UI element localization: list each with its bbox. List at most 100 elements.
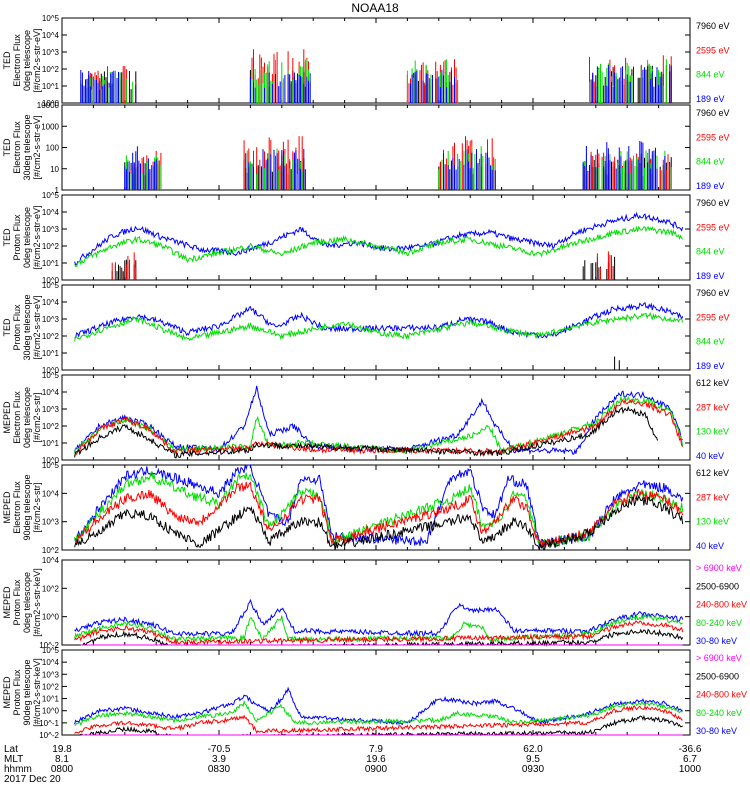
y-tick-label: 10^3 bbox=[42, 405, 60, 414]
series-line bbox=[74, 225, 684, 267]
y-tick-label: 10 bbox=[50, 165, 59, 174]
legend-entry: 2595 eV bbox=[696, 222, 730, 232]
y-tick-label: 10^4 bbox=[42, 388, 60, 397]
x-tick-label-lat: 62.0 bbox=[523, 744, 543, 755]
y-tick-label: 10^2 bbox=[42, 546, 60, 555]
x-tick-label-time: 0900 bbox=[365, 764, 388, 775]
legend-entry: 612 keV bbox=[696, 468, 729, 478]
y-axis-label-line: Electron Flux bbox=[12, 481, 22, 534]
panel-ted_p_30deg: 10^0 10^1 10^2 10^3 10^4 10^5 TED Proton Flux 30… bbox=[2, 281, 730, 375]
y-axis-label-line: MEPED bbox=[2, 491, 12, 524]
y-tick-label: 10^4 bbox=[42, 298, 60, 307]
y-axis-label-line: Proton Flux bbox=[12, 304, 22, 351]
y-tick-label: 10^-2 bbox=[39, 641, 59, 650]
y-tick-label: 10^0 bbox=[42, 707, 60, 716]
legend-entry: 2500-6900 bbox=[696, 671, 739, 681]
burst-spikes bbox=[245, 149, 306, 190]
y-tick-label: 10^0 bbox=[42, 366, 60, 375]
y-tick-label: 10^4 bbox=[42, 208, 60, 217]
x-tick-label-time: 1000 bbox=[679, 764, 702, 775]
y-axis-label-line: Proton Flux bbox=[12, 214, 22, 261]
y-axis-label-line: [#/cm2-s-str] bbox=[32, 392, 42, 442]
burst-spikes bbox=[596, 251, 614, 280]
burst-spikes bbox=[614, 356, 620, 370]
x-tick-label-lat: 7.9 bbox=[369, 744, 383, 755]
burst-spikes bbox=[111, 252, 137, 280]
y-tick-label: 10^5 bbox=[42, 191, 60, 200]
y-tick-label: 1000 bbox=[41, 122, 59, 131]
legend-entry: 7960 eV bbox=[696, 288, 730, 298]
legend-entry: 844 eV bbox=[696, 157, 725, 167]
burst-spikes bbox=[80, 70, 137, 103]
y-axis-label-line: Proton Flux bbox=[12, 579, 22, 626]
y-tick-label: 10^0 bbox=[42, 456, 60, 465]
burst-spikes bbox=[582, 150, 672, 190]
y-axis-label-line: 0deg telescope bbox=[22, 387, 32, 448]
y-tick-label: 10^3 bbox=[42, 518, 60, 527]
legend-entry: > 6900 keV bbox=[696, 653, 742, 663]
y-tick-label: 10^4 bbox=[42, 31, 60, 40]
y-axis-label-line: MEPED bbox=[2, 401, 12, 434]
legend-entry: 2595 eV bbox=[696, 312, 730, 322]
y-axis-label-line: MEPED bbox=[2, 586, 12, 619]
y-axis-label-line: Electron Flux bbox=[12, 391, 22, 444]
y-tick-label: 10^3 bbox=[42, 225, 60, 234]
y-tick-label: 10^2 bbox=[42, 584, 60, 593]
panel-ted_e_30deg: 1 10 100 1000 10000 TED Electron Flux 30deg tel… bbox=[2, 101, 730, 195]
series-line bbox=[74, 699, 684, 726]
legend-entry: 40 keV bbox=[696, 451, 724, 461]
burst-spikes bbox=[592, 65, 672, 103]
y-tick-label: 10^4 bbox=[42, 556, 60, 565]
y-axis-label-line: Electron Flux bbox=[12, 34, 22, 87]
legend-entry: 844 eV bbox=[696, 247, 725, 257]
y-axis-label-line: 0deg telescope bbox=[22, 572, 32, 633]
x-tick-label-lat: 19.8 bbox=[52, 744, 72, 755]
y-tick-label: 10^5 bbox=[42, 14, 60, 23]
x-tick-label-mlt: 9.5 bbox=[526, 754, 540, 765]
legend-entry: 7960 eV bbox=[696, 198, 730, 208]
y-tick-label: 10000 bbox=[37, 101, 60, 110]
x-row-label-lat: Lat bbox=[4, 744, 18, 755]
burst-spikes bbox=[124, 146, 157, 190]
panel-ted_p_0deg: 10^0 10^1 10^2 10^3 10^4 10^5 TED Proton Flux 0d… bbox=[2, 191, 730, 285]
y-tick-label: 10^2 bbox=[42, 65, 60, 74]
y-tick-label: 10^2 bbox=[42, 332, 60, 341]
series-line bbox=[74, 211, 684, 266]
y-tick-label: 10^-2 bbox=[39, 731, 59, 740]
y-tick-label: 10^3 bbox=[42, 315, 60, 324]
y-axis-label-line: Proton Flux bbox=[12, 669, 22, 716]
legend-entry: 189 eV bbox=[696, 94, 725, 104]
x-tick-label-time: 0830 bbox=[208, 764, 231, 775]
series-line bbox=[74, 471, 684, 549]
x-tick-label-time: 0800 bbox=[51, 764, 74, 775]
y-tick-label: 10^1 bbox=[42, 439, 60, 448]
y-tick-label: 100 bbox=[46, 144, 60, 153]
y-tick-label: 10^4 bbox=[42, 489, 60, 498]
y-axis-label-line: [#/cm2-s-str-eV] bbox=[32, 28, 42, 92]
legend-entry: 189 eV bbox=[696, 361, 725, 371]
legend-entry: 130 keV bbox=[696, 517, 729, 527]
plot-title: NOAA18 bbox=[351, 1, 399, 15]
y-tick-label: 10^-1 bbox=[39, 719, 59, 728]
y-tick-label: 10^3 bbox=[42, 670, 60, 679]
panel-meped_p_0deg: 10^-2 10^0 10^2 10^4 MEPED Proton Flux 0deg te… bbox=[2, 556, 747, 650]
legend-entry: 30-80 keV bbox=[696, 636, 737, 646]
legend-entry: 30-80 keV bbox=[696, 726, 737, 736]
x-tick-label-time: 0930 bbox=[522, 764, 545, 775]
y-tick-label: 10^0 bbox=[42, 99, 60, 108]
x-tick-label-mlt: 8.1 bbox=[55, 754, 69, 765]
y-axis-label-line: MEPED bbox=[2, 676, 12, 709]
x-tick-label-lat: -70.5 bbox=[208, 744, 231, 755]
series-line bbox=[74, 405, 659, 459]
y-tick-label: 10^2 bbox=[42, 682, 60, 691]
y-axis-label-line: TED bbox=[2, 51, 12, 70]
legend-entry: 2500-6900 bbox=[696, 581, 739, 591]
legend-entry: > 6900 keV bbox=[696, 563, 742, 573]
y-tick-label: 10^5 bbox=[42, 646, 60, 655]
x-tick-label-mlt: 19.6 bbox=[366, 754, 386, 765]
series-line bbox=[74, 686, 683, 726]
legend-entry: 844 eV bbox=[696, 70, 725, 80]
